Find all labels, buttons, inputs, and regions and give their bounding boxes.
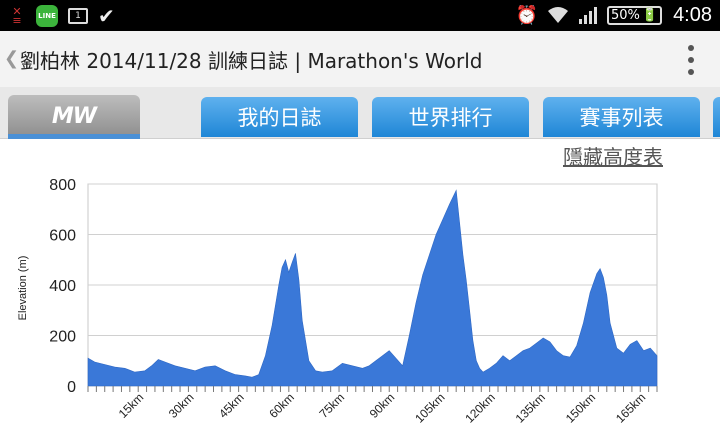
y-tick-label: 0: [67, 379, 76, 396]
y-tick-label: 600: [49, 228, 76, 245]
y-tick-label: 200: [49, 329, 76, 346]
notification-count: 1: [75, 11, 81, 21]
logo-tab-indicator: [8, 134, 140, 139]
charging-icon: 🔋: [641, 7, 659, 23]
x-tick-label: 135km: [513, 390, 548, 425]
x-tick-label: 15km: [116, 390, 147, 421]
chart-area-layer: [87, 189, 658, 387]
x-tick-labels: 15km 30km 45km 60km 75km 90km 105km 120km 135km 1…: [87, 386, 658, 426]
clock: 4:08: [673, 3, 712, 26]
back-chevron-icon[interactable]: ❮: [4, 48, 20, 69]
y-axis-label: Elevation (m): [17, 256, 29, 321]
elevation-area: [87, 189, 658, 387]
alarm-icon: ⏰: [515, 4, 538, 26]
x-tick-label: 105km: [412, 390, 447, 425]
battery-level: 50%: [610, 7, 640, 23]
logo-tab[interactable]: MW: [8, 95, 140, 137]
nav-bar: MW 我的日誌 世界排行 賽事列表: [0, 87, 720, 139]
y-tick-label: 800: [49, 177, 76, 194]
x-tick-label: 165km: [613, 390, 648, 425]
hide-elevation-link[interactable]: 隱藏高度表: [563, 145, 663, 169]
x-tick-label: 75km: [317, 390, 348, 421]
y-tick-label: 400: [49, 278, 76, 295]
overflow-menu-icon[interactable]: [686, 45, 696, 75]
check-icon: ✔: [98, 4, 115, 28]
title-bar: ❮ 劉柏林 2014/11/28 訓練日誌 | Marathon's World: [0, 31, 720, 87]
wifi-icon: [547, 6, 569, 24]
usb-debug-icon: ✕ ≡: [12, 5, 22, 27]
signal-icon: [578, 6, 598, 24]
x-tick-label: 30km: [166, 390, 197, 421]
x-tick-label: 90km: [367, 390, 398, 421]
x-tick-label: 150km: [563, 390, 598, 425]
tab-my-log[interactable]: 我的日誌: [201, 97, 358, 137]
x-tick-label: 45km: [216, 390, 247, 421]
notification-icon: 1: [68, 8, 88, 24]
tab-race-list[interactable]: 賽事列表: [543, 97, 700, 137]
x-tick-label: 120km: [462, 390, 497, 425]
tab-world-ranking[interactable]: 世界排行: [372, 97, 529, 137]
x-tick-label: 60km: [266, 390, 297, 421]
tab-more-edge[interactable]: [713, 97, 720, 137]
mw-logo: MW: [51, 103, 97, 129]
elevation-chart: 0 200 400 600 800 15km 30km 45km 60km 75km 90km 10…: [17, 177, 658, 426]
status-bar: ✕ ≡ LINE 1 ✔ ⏰ 50% 🔋 4:08: [0, 0, 720, 31]
page-title: 劉柏林 2014/11/28 訓練日誌 | Marathon's World: [20, 49, 483, 73]
y-tick-labels: 0 200 400 600 800: [49, 177, 76, 396]
battery-indicator: 50% 🔋: [606, 5, 663, 25]
line-app-icon: LINE: [36, 5, 58, 27]
